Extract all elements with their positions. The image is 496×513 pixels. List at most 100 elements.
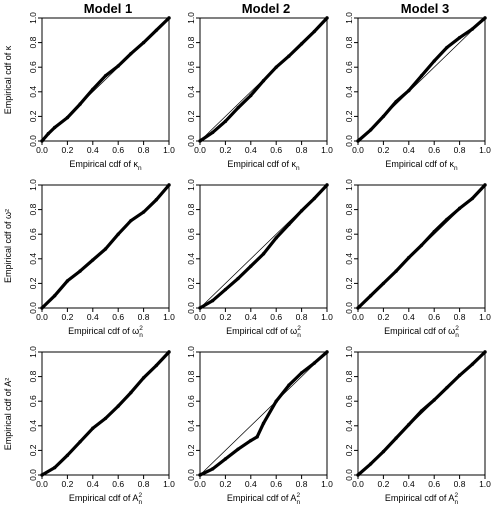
y-tick-label: 1.0 — [344, 346, 354, 358]
x-tick-label: 0.0 — [352, 145, 364, 155]
y-tick-label: 0.8 — [186, 36, 196, 48]
data-point — [432, 230, 436, 234]
data-point — [167, 350, 171, 354]
panel-row1-model3: 0.00.0 0.2 0.2 0.4 0.4 0.6 0.6 0.8 0.8 1.0 1.0 Empi… — [344, 12, 491, 172]
data-point — [394, 99, 398, 104]
y-tick-label: 0.4 — [28, 86, 38, 98]
data-point — [129, 218, 133, 223]
x-tick-label: 0.2 — [377, 479, 389, 489]
x-axis-label: Empirical cdf of A2 n — [227, 492, 301, 506]
y-tick-label: 0.2 — [28, 444, 38, 456]
data-point — [381, 114, 386, 119]
x-tick-label: 0.0 — [194, 312, 206, 322]
column-title-model-2: Model 2 — [242, 1, 290, 16]
y-tick-label: 0.0 — [28, 302, 38, 314]
y-tick-label: 0.4 — [186, 420, 196, 432]
data-point — [236, 447, 240, 451]
data-point — [299, 42, 304, 46]
data-point — [407, 422, 411, 427]
x-tick-label: 0.4 — [245, 479, 257, 489]
data-point — [103, 247, 108, 251]
x-tick-label: 0.0 — [194, 479, 206, 489]
data-point — [141, 210, 146, 214]
data-point — [198, 139, 202, 143]
data-point — [356, 139, 360, 143]
data-point — [223, 457, 228, 461]
x-tick-label: 0.0 — [36, 145, 48, 155]
data-point — [287, 54, 291, 58]
y-tick-label: 0.0 — [28, 469, 38, 481]
data-point — [116, 232, 120, 236]
y-tick-label: 0.6 — [186, 61, 196, 73]
data-point — [46, 131, 51, 136]
data-point — [154, 363, 158, 368]
x-axis-label: Empirical cdf of A2 n — [69, 492, 143, 506]
x-tick-label: 0.0 — [36, 479, 48, 489]
data-point — [78, 102, 82, 106]
data-point — [325, 16, 329, 20]
data-point — [470, 27, 474, 31]
data-point — [325, 350, 329, 354]
data-point — [261, 252, 266, 256]
data-point — [211, 298, 215, 303]
panel-row3-model3: 0.00.0 0.2 0.2 0.4 0.4 0.6 0.6 0.8 0.8 1.0 1.0 Empi… — [344, 346, 491, 506]
data-point — [116, 404, 120, 408]
data-point — [407, 255, 411, 260]
y-tick-label: 0.0 — [344, 469, 354, 481]
data-point — [419, 409, 424, 413]
data-point — [167, 183, 171, 187]
column-titles: Model 1 Model 2 Model 3 — [84, 1, 449, 16]
data-point — [470, 196, 474, 201]
data-point — [274, 236, 278, 240]
data-point — [457, 373, 462, 378]
data-point — [325, 183, 329, 187]
x-tick-label: 0.2 — [219, 312, 231, 322]
data-point — [483, 16, 487, 20]
y-tick-label: 0.4 — [28, 253, 38, 265]
data-point — [394, 436, 398, 440]
x-axis-label: Empirical cdf of ω2 n — [384, 325, 459, 339]
data-point — [419, 243, 424, 247]
y-tick-label: 0.6 — [186, 228, 196, 240]
data-point — [312, 29, 316, 34]
y-tick-label: 0.6 — [186, 395, 196, 407]
data-point — [356, 306, 360, 310]
data-point — [369, 294, 373, 298]
y-tick-label: 0.6 — [344, 395, 354, 407]
data-point — [223, 287, 228, 292]
x-tick-label: 0.8 — [296, 145, 308, 155]
data-point — [394, 269, 398, 273]
data-point — [91, 87, 95, 92]
ecdf-series-line — [198, 350, 329, 477]
data-point — [274, 65, 278, 69]
data-point — [167, 16, 171, 20]
y-tick-label: 0.4 — [186, 86, 196, 98]
data-point — [299, 209, 304, 213]
data-point — [249, 93, 253, 98]
y-tick-label: 0.8 — [28, 203, 38, 215]
data-point — [483, 183, 487, 187]
data-point — [103, 74, 108, 78]
x-tick-label: 0.8 — [138, 479, 150, 489]
y-tick-label: 1.0 — [186, 12, 196, 24]
x-tick-label: 0.6 — [112, 479, 124, 489]
y-tick-label: 0.6 — [344, 61, 354, 73]
x-tick-label: 1.0 — [321, 312, 333, 322]
x-tick-label: 0.6 — [428, 312, 440, 322]
data-point — [312, 361, 316, 365]
x-tick-label: 0.2 — [61, 145, 73, 155]
data-point — [141, 376, 146, 380]
data-point — [78, 269, 82, 273]
y-tick-label: 0.2 — [344, 277, 354, 289]
data-point — [381, 449, 386, 454]
x-tick-label: 0.4 — [245, 145, 257, 155]
data-point — [287, 222, 291, 227]
column-title-model-1: Model 1 — [84, 1, 132, 16]
y-tick-label: 0.0 — [186, 135, 196, 147]
data-point — [116, 64, 120, 68]
x-tick-label: 0.8 — [454, 312, 466, 322]
data-point — [211, 130, 215, 135]
x-tick-label: 0.6 — [112, 312, 124, 322]
data-point — [445, 45, 449, 50]
